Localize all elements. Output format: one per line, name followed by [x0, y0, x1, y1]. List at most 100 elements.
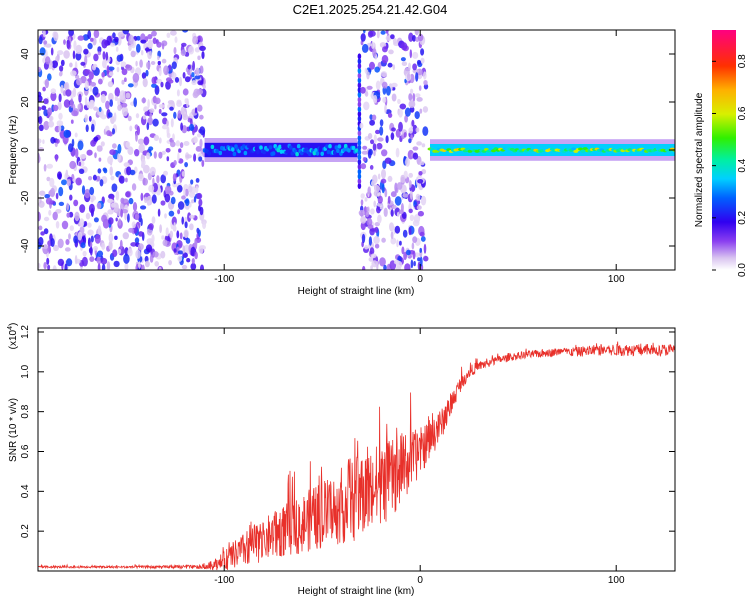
heatmap-cell [357, 178, 362, 185]
heatmap-cell [194, 240, 198, 249]
heatmap-cell [125, 177, 128, 183]
heatmap-cell [60, 84, 64, 94]
heatmap-cell [419, 231, 425, 237]
heatmap-cell [374, 66, 381, 73]
heatmap-cell [63, 82, 68, 90]
heatmap-cell [407, 149, 414, 160]
heatmap-cell [77, 140, 84, 151]
heatmap-cell [381, 81, 388, 89]
heatmap-cell [173, 111, 177, 119]
heatmap-cell [146, 122, 150, 131]
heatmap-cell [144, 260, 150, 268]
heatmap-cell [377, 195, 383, 204]
heatmap-cell [97, 51, 102, 56]
heatmap-cell [368, 148, 373, 156]
heatmap-cell [357, 135, 362, 141]
heatmap-cell [149, 166, 156, 176]
y-tick-label: 0.4 [20, 484, 31, 498]
heatmap-cell [71, 110, 78, 117]
heatmap-cell [123, 162, 130, 168]
heatmap-cell [157, 55, 160, 61]
heatmap-cell [85, 212, 91, 220]
heatmap-cell [80, 61, 86, 66]
heatmap-cell [167, 100, 175, 105]
heatmap-cell [97, 263, 101, 270]
heatmap-cell [87, 222, 92, 228]
heatmap-cell [117, 104, 122, 111]
heatmap-cell [121, 102, 128, 108]
heatmap-cell [88, 176, 93, 181]
heatmap-cell [396, 211, 400, 217]
heatmap-cell [411, 119, 415, 127]
heatmap-cell [42, 86, 46, 92]
heatmap-cell [399, 103, 407, 110]
heatmap-cell [169, 230, 174, 239]
heatmap-cell [185, 204, 190, 210]
heatmap-cell [107, 155, 114, 165]
heatmap-cell [61, 179, 67, 186]
heatmap-cell [207, 151, 212, 156]
heatmap-cell [98, 106, 102, 112]
heatmap-cell [406, 249, 411, 256]
heatmap-cell [171, 61, 177, 70]
heatmap-cell [193, 136, 198, 143]
heatmap-cell [128, 227, 135, 233]
heatmap-cell [172, 133, 175, 141]
heatmap-cell [281, 143, 285, 149]
heatmap-cell [391, 93, 397, 102]
heatmap-cell [151, 76, 157, 85]
heatmap-cell [358, 209, 366, 217]
heatmap-cell [58, 124, 62, 133]
heatmap-cell [184, 162, 189, 168]
heatmap-cell [146, 152, 151, 160]
heatmap-cell [112, 249, 118, 257]
snr-x-ticks: -100 0 100 [214, 328, 625, 586]
heatmap-cell [415, 72, 419, 82]
heatmap-cell [571, 147, 576, 151]
heatmap-cell [47, 73, 52, 81]
heatmap-cell [189, 201, 192, 208]
heatmap-cell [166, 32, 171, 38]
heatmap-cell [201, 159, 205, 167]
heatmap-cell [357, 115, 362, 122]
heatmap-cell [357, 173, 362, 180]
heatmap-cell [38, 147, 44, 152]
heatmap-cell [124, 77, 127, 82]
heatmap-cell [84, 96, 88, 106]
heatmap-cell [108, 240, 113, 251]
heatmap-cell [404, 107, 411, 117]
heatmap-cell [89, 186, 95, 196]
heatmap-cell [285, 149, 290, 154]
heatmap-cell [152, 177, 155, 185]
heatmap-cell [342, 147, 347, 152]
heatmap-cell [254, 146, 259, 151]
heatmap-cell [181, 216, 184, 225]
heatmap-cell [120, 208, 123, 218]
heatmap-cell [173, 47, 177, 55]
heatmap-cell [194, 107, 198, 114]
heatmap-cell [412, 236, 418, 244]
heatmap-cell [94, 152, 97, 159]
heatmap-cell [191, 199, 195, 204]
heatmap-cell [65, 239, 70, 245]
heatmap-cell [387, 175, 393, 182]
heatmap-cell [177, 250, 184, 255]
heatmap-cell [110, 175, 115, 181]
heatmap-cell [332, 150, 337, 155]
heatmap-cell [409, 190, 413, 200]
heatmap-cell [50, 47, 54, 56]
heatmap-cell [58, 201, 65, 206]
heatmap-cell [366, 85, 373, 90]
colorbar-tick-label: 0.8 [737, 54, 748, 68]
heatmap-cell [73, 235, 78, 244]
heatmap-cell [289, 145, 293, 150]
heatmap-cell [93, 246, 99, 251]
heatmap-cell [414, 30, 419, 36]
heatmap-cell [391, 82, 398, 88]
heatmap-cell [154, 104, 157, 110]
heatmap-cell [79, 218, 85, 228]
heatmap-cell [422, 106, 429, 113]
heatmap-cell [131, 183, 137, 191]
heatmap-cell [110, 116, 115, 124]
heatmap-cell [369, 247, 375, 256]
